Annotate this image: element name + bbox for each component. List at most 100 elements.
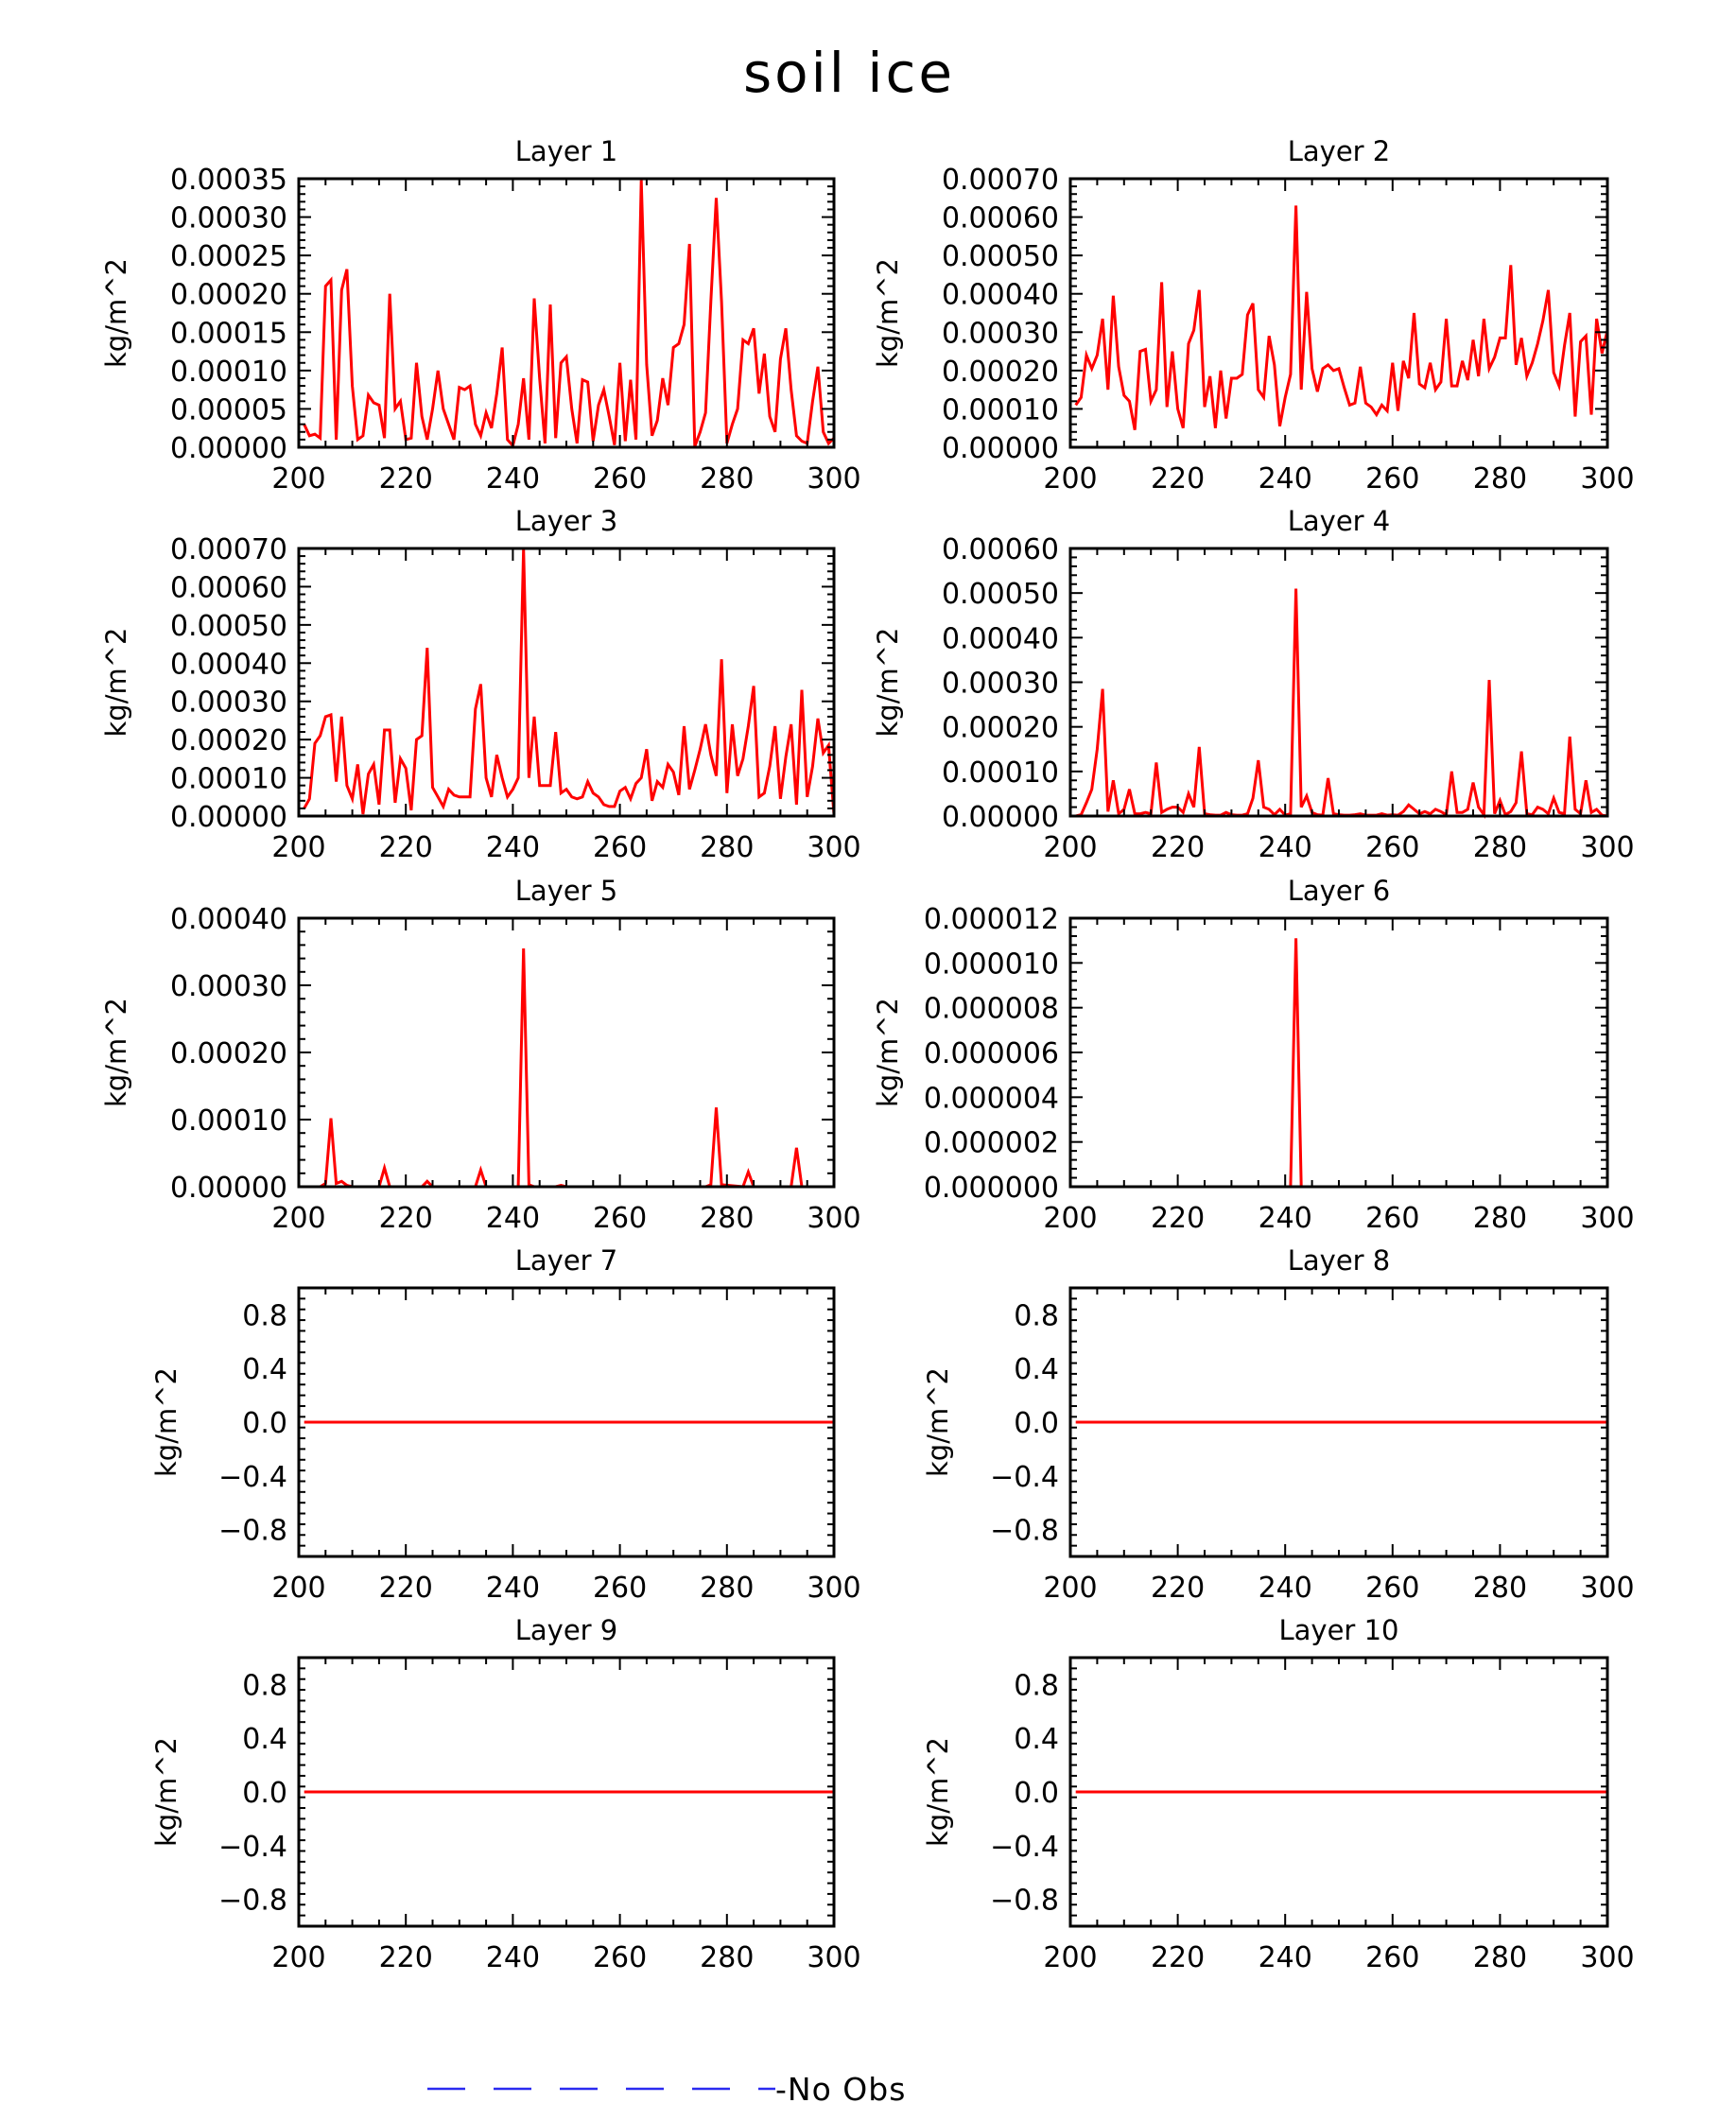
x-tick-label: 240: [486, 1941, 540, 1974]
y-tick-label: 0.00030: [942, 668, 1059, 701]
x-tick-label: 280: [1473, 1572, 1527, 1605]
y-tick-label: 0.00000: [170, 1172, 287, 1205]
x-tick-label: 280: [1473, 1202, 1527, 1235]
data-line: [1075, 938, 1607, 1189]
y-tick-label: 0.00020: [170, 1037, 287, 1070]
y-tick-label: 0.00020: [170, 279, 287, 312]
x-tick-label: 260: [1365, 462, 1419, 495]
y-axis-label: kg/m^2: [922, 1737, 954, 1847]
y-tick-label: −0.4: [218, 1831, 287, 1864]
plot-frame: [1068, 916, 1609, 1189]
y-tick-label: −0.8: [990, 1515, 1059, 1548]
x-tick-label: 280: [700, 831, 754, 864]
x-tick-label: 200: [271, 831, 325, 864]
x-tick-label: 280: [700, 1572, 754, 1605]
y-tick-label: 0.4: [242, 1723, 287, 1756]
panel-title: Layer 4: [1288, 505, 1391, 537]
y-tick-label: 0.8: [1014, 1669, 1059, 1702]
x-tick-label: 220: [1151, 1202, 1205, 1235]
x-tick-label: 260: [1365, 1202, 1419, 1235]
panel-title: Layer 2: [1288, 135, 1391, 167]
y-tick-label: −0.8: [218, 1885, 287, 1918]
x-tick-label: 260: [1365, 831, 1419, 864]
legend-label: -No Obs: [775, 2071, 906, 2103]
panel-7: Layer 7 200 220 240 260 280 300 −0.8 −0.4 0.0 0.4 0…: [150, 1244, 861, 1605]
x-tick-label: 300: [1580, 1202, 1634, 1235]
y-tick-label: 0.0: [242, 1777, 287, 1810]
y-tick-label: 0.4: [1014, 1723, 1059, 1756]
legend: -No Obs: [427, 2071, 906, 2103]
panel-9: Layer 9 200 220 240 260 280 300 −0.8 −0.4 0.0 0.4 0…: [150, 1614, 861, 1974]
y-axis-label: kg/m^2: [150, 1367, 182, 1477]
x-tick-label: 240: [1259, 1202, 1312, 1235]
x-tick-label: 220: [379, 462, 433, 495]
y-tick-label: −0.4: [218, 1461, 287, 1494]
data-line: [303, 547, 836, 815]
panel-8: Layer 8 200 220 240 260 280 300 −0.8 −0.4 0.0 0.4 0…: [922, 1244, 1635, 1605]
x-tick-label: 200: [271, 1941, 325, 1974]
y-tick-label: 0.00015: [170, 317, 287, 350]
y-tick-label: 0.8: [1014, 1299, 1059, 1332]
y-tick-label: 0.0: [242, 1407, 287, 1440]
x-tick-label: 240: [486, 462, 540, 495]
y-axis-label: kg/m^2: [100, 998, 132, 1107]
y-tick-label: 0.00050: [942, 240, 1059, 273]
y-tick-label: 0.00060: [942, 533, 1059, 566]
x-tick-label: 260: [1365, 1572, 1419, 1605]
y-tick-label: 0.8: [242, 1669, 287, 1702]
y-tick-label: 0.00030: [170, 202, 287, 235]
y-tick-label: 0.00010: [170, 1104, 287, 1138]
panel-10: Layer 10 200 220 240 260 280 300 −0.8 −0.4 0.0 0.4…: [922, 1614, 1635, 1974]
x-tick-label: 300: [1580, 1941, 1634, 1974]
panel-title: Layer 6: [1288, 875, 1391, 907]
y-tick-label: 0.00030: [170, 687, 287, 720]
x-tick-label: 260: [1365, 1941, 1419, 1974]
y-tick-label: 0.000010: [924, 947, 1059, 981]
y-tick-label: 0.0: [1014, 1777, 1059, 1810]
panel-2: Layer 2 200 220 240 260 280 300 0.00000 0.00010 0…: [872, 135, 1635, 495]
panel-5: Layer 5 200 220 240 260 280 300 0.00000 0.00010 0…: [100, 875, 861, 1235]
panel-1: Layer 1 200 220 240 260 280 300 0.00000 0.00005 0…: [100, 135, 861, 495]
y-tick-label: 0.4: [242, 1353, 287, 1386]
x-tick-label: 220: [1151, 462, 1205, 495]
x-tick-label: 300: [1580, 1572, 1634, 1605]
x-tick-label: 240: [1259, 831, 1312, 864]
y-tick-label: 0.000006: [924, 1037, 1059, 1070]
x-tick-label: 240: [1259, 1572, 1312, 1605]
x-tick-label: 300: [807, 1202, 860, 1235]
panel-3: Layer 3 200 220 240 260 280 300 0.00000 0.00010 0…: [100, 505, 861, 864]
x-tick-label: 300: [807, 1941, 860, 1974]
x-tick-label: 220: [379, 1202, 433, 1235]
plot-frame: [297, 547, 836, 818]
panel-title: Layer 8: [1288, 1244, 1391, 1277]
x-tick-label: 280: [1473, 1941, 1527, 1974]
x-tick-label: 200: [1043, 1202, 1097, 1235]
y-tick-label: 0.00040: [942, 622, 1059, 655]
y-tick-label: 0.00060: [170, 571, 287, 604]
y-axis-label: kg/m^2: [150, 1737, 182, 1847]
y-tick-label: 0.4: [1014, 1353, 1059, 1386]
x-tick-label: 220: [379, 831, 433, 864]
plot-frame: [1068, 177, 1609, 449]
y-tick-label: −0.4: [990, 1461, 1059, 1494]
y-tick-label: 0.00050: [170, 610, 287, 643]
y-axis-label: kg/m^2: [872, 628, 904, 738]
y-tick-label: 0.00070: [942, 164, 1059, 197]
x-tick-label: 240: [1259, 462, 1312, 495]
x-tick-label: 200: [271, 1202, 325, 1235]
y-tick-label: 0.00025: [170, 240, 287, 273]
y-axis-label: kg/m^2: [100, 628, 132, 738]
x-tick-label: 220: [379, 1941, 433, 1974]
x-tick-label: 280: [1473, 462, 1527, 495]
plot-frame: [297, 916, 836, 1189]
x-tick-label: 300: [807, 462, 860, 495]
y-tick-label: 0.00020: [942, 712, 1059, 745]
y-tick-label: 0.00020: [942, 356, 1059, 389]
y-tick-label: 0.00000: [942, 801, 1059, 834]
y-tick-label: 0.000008: [924, 993, 1059, 1026]
y-tick-label: 0.00000: [942, 432, 1059, 465]
x-tick-label: 300: [1580, 462, 1634, 495]
y-tick-label: 0.0: [1014, 1407, 1059, 1440]
y-tick-label: −0.8: [990, 1885, 1059, 1918]
y-tick-label: 0.000004: [924, 1082, 1059, 1115]
